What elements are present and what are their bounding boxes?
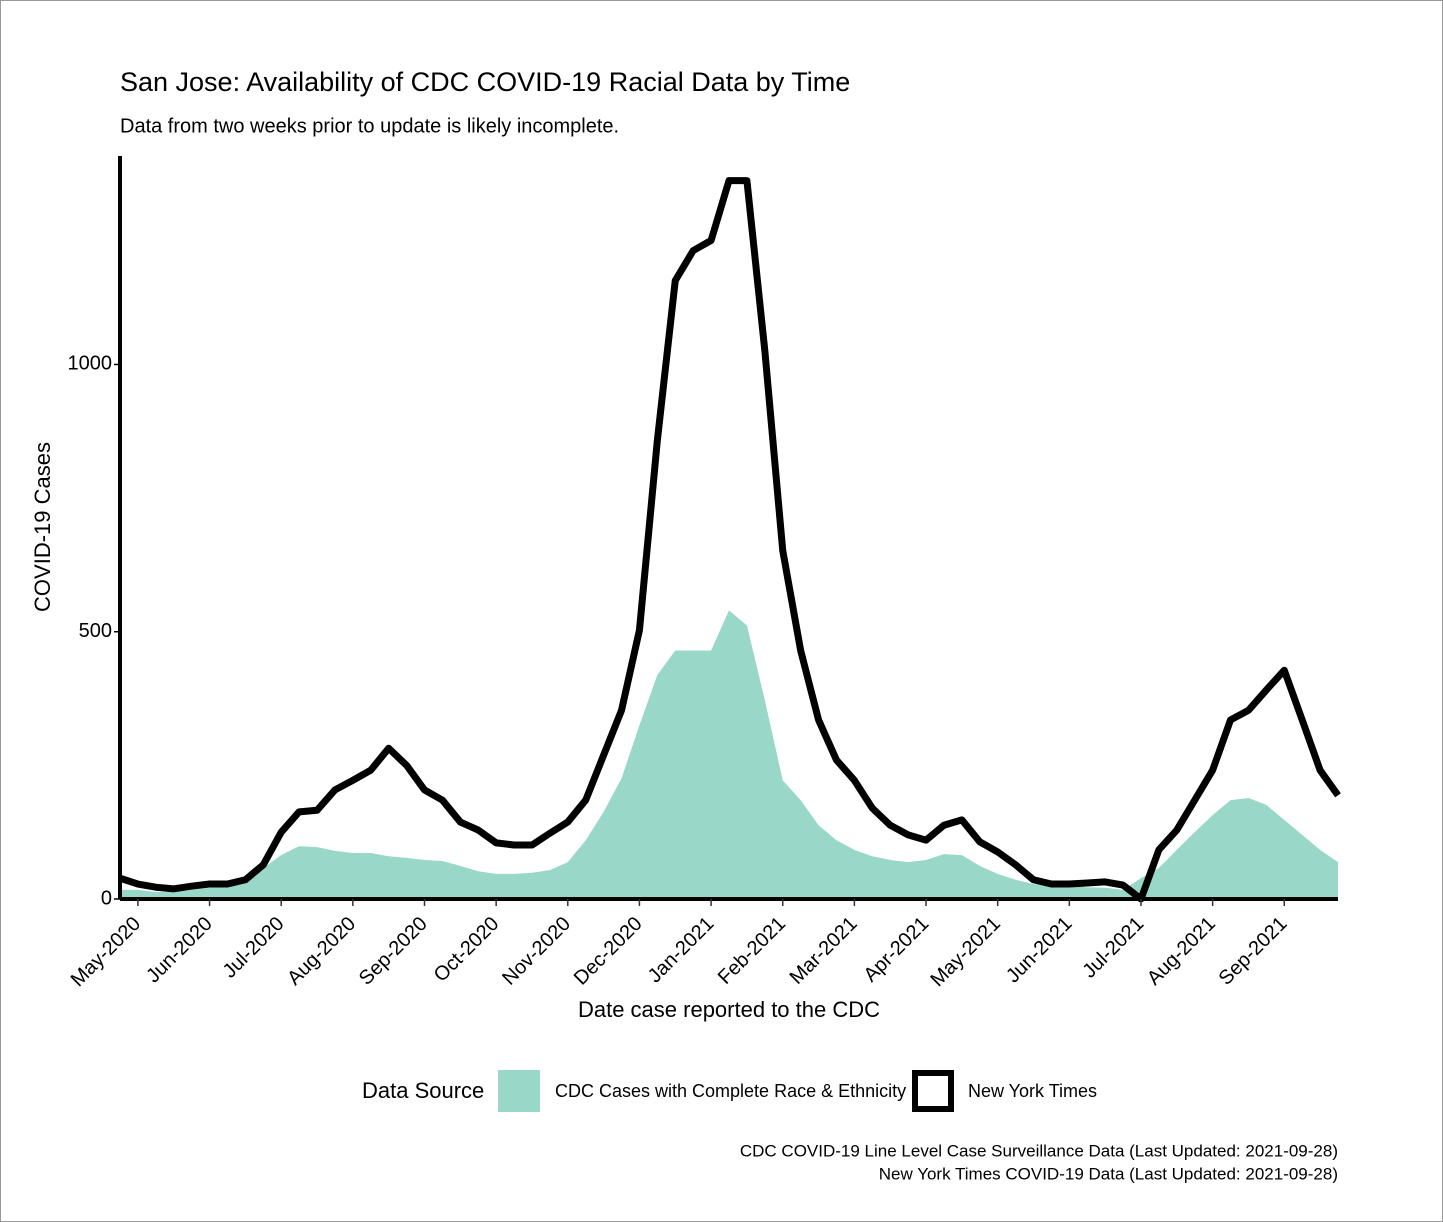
legend-label: CDC Cases with Complete Race & Ethnicity bbox=[555, 1081, 906, 1101]
y-tick-label: 500 bbox=[79, 620, 112, 642]
area bbox=[120, 610, 1338, 899]
legend-swatch bbox=[498, 1070, 540, 1112]
legend-swatch bbox=[912, 1070, 954, 1112]
chart-title: San Jose: Availability of CDC COVID-19 R… bbox=[120, 67, 850, 97]
y-axis-label: COVID-19 Cases bbox=[30, 442, 55, 612]
legend-label: New York Times bbox=[968, 1081, 1097, 1101]
caption: New York Times COVID-19 Data (Last Updat… bbox=[879, 1164, 1338, 1183]
line bbox=[118, 177, 1341, 903]
legend-title: Data Source bbox=[362, 1078, 484, 1103]
y-tick-label: 0 bbox=[101, 887, 112, 909]
x-axis-label: Date case reported to the CDC bbox=[578, 997, 880, 1022]
chart-subtitle: Data from two weeks prior to update is l… bbox=[120, 115, 619, 137]
y-tick-label: 1000 bbox=[68, 353, 113, 375]
caption: CDC COVID-19 Line Level Case Surveillanc… bbox=[740, 1141, 1338, 1160]
